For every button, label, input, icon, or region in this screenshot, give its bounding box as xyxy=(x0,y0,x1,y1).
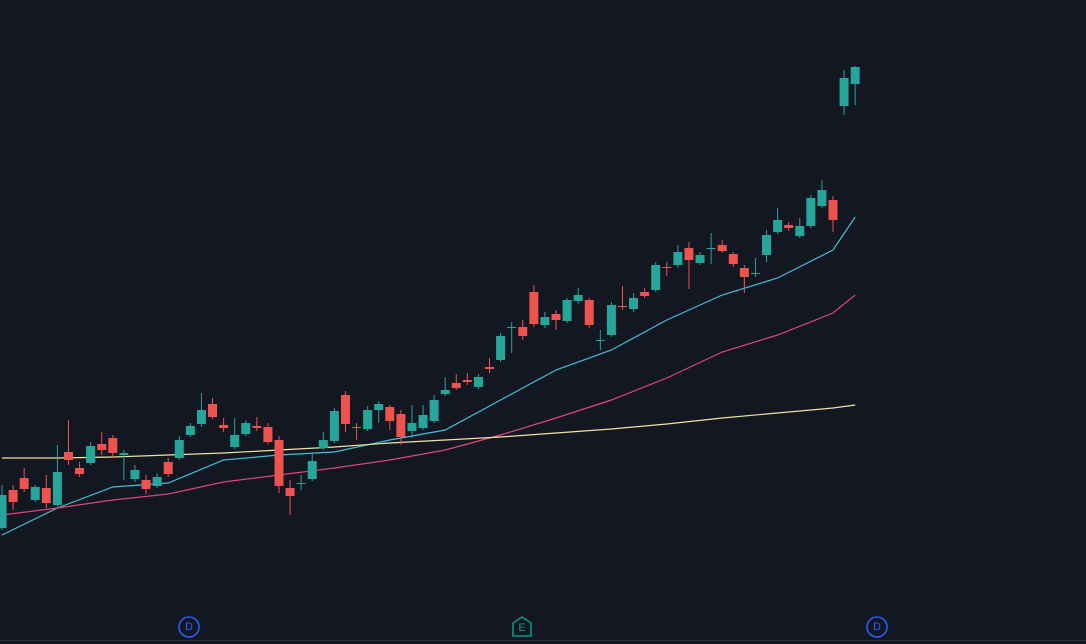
candle-body xyxy=(451,383,461,388)
candle-body xyxy=(97,444,107,450)
candle-body xyxy=(263,427,273,442)
candle-body xyxy=(739,268,749,277)
candle-body xyxy=(119,453,129,455)
candle-body xyxy=(285,488,295,496)
event-label: D xyxy=(873,621,881,633)
candle-body xyxy=(795,226,805,236)
candle-body xyxy=(440,390,450,394)
candle-body xyxy=(784,225,794,228)
candle-body xyxy=(19,478,29,489)
candle-body xyxy=(551,314,561,320)
candle-body xyxy=(363,410,373,429)
candle-body xyxy=(473,377,483,387)
candle-body xyxy=(374,404,384,410)
candle-body xyxy=(307,461,317,479)
event-marker[interactable]: D xyxy=(178,616,200,638)
candle-body xyxy=(595,340,605,341)
candle-body xyxy=(219,425,229,428)
candle-body xyxy=(318,440,328,448)
candle-body xyxy=(573,295,583,301)
candle-body xyxy=(640,292,650,296)
candle-body xyxy=(407,423,417,431)
candle-body xyxy=(75,468,85,474)
candle-body xyxy=(340,395,350,424)
candle-body xyxy=(241,423,251,434)
candle-body xyxy=(651,265,661,290)
candle-body xyxy=(706,248,716,249)
moving-average xyxy=(1,294,856,516)
candle-body xyxy=(108,438,118,453)
candle-body xyxy=(695,255,705,263)
candle-body xyxy=(63,452,73,460)
candle-body xyxy=(562,300,572,321)
candle-body xyxy=(662,267,672,268)
candle-body xyxy=(606,305,616,335)
candle-body xyxy=(750,273,760,274)
candle-body xyxy=(462,380,472,382)
candle-body xyxy=(41,488,51,503)
candle-body xyxy=(296,483,306,484)
candle-body xyxy=(839,78,849,106)
candle-body xyxy=(208,404,218,417)
candle-body xyxy=(728,254,738,264)
candle-body xyxy=(828,200,838,220)
event-label: D xyxy=(185,621,193,633)
candle-body xyxy=(496,336,506,360)
candle-body xyxy=(418,415,428,428)
candle-body xyxy=(773,220,783,232)
dividend-badge[interactable] xyxy=(866,616,888,638)
event-marker[interactable]: E xyxy=(512,616,532,637)
event-label: E xyxy=(518,622,525,634)
candle-body xyxy=(762,235,772,255)
candle-body xyxy=(274,440,284,486)
candle-body xyxy=(30,487,40,500)
plot xyxy=(0,66,860,536)
candle-body xyxy=(684,248,694,260)
candle-body xyxy=(617,306,627,307)
candle-body xyxy=(629,298,639,309)
candle-body xyxy=(396,414,406,437)
candle-body xyxy=(385,407,395,421)
candle-body xyxy=(86,446,96,463)
candle-body xyxy=(806,198,816,226)
candle-body xyxy=(163,462,173,474)
candle-body xyxy=(485,367,495,369)
candle-body xyxy=(8,490,18,502)
candle-body xyxy=(152,477,162,486)
candle-body xyxy=(850,67,860,84)
event-marker[interactable]: D xyxy=(866,616,888,638)
earnings-badge[interactable] xyxy=(512,616,532,637)
candle-body xyxy=(540,317,550,325)
candle-body xyxy=(673,252,683,265)
candle-body xyxy=(52,472,62,505)
candle-body xyxy=(352,427,362,428)
candle-body xyxy=(518,327,528,336)
candle-body xyxy=(817,190,827,206)
candle-body xyxy=(429,400,439,421)
candle-body xyxy=(230,435,240,447)
candle-body xyxy=(717,245,727,251)
candle-body xyxy=(185,426,195,435)
candle-body xyxy=(174,440,184,458)
candle-body xyxy=(329,411,339,441)
candle-body xyxy=(196,410,206,424)
candle-body xyxy=(529,292,539,324)
candle-body xyxy=(252,426,262,428)
candle-body xyxy=(0,495,7,528)
moving-average xyxy=(2,404,856,459)
candle-body xyxy=(141,480,151,489)
candle-body xyxy=(584,300,594,325)
dividend-badge[interactable] xyxy=(178,616,200,638)
candle-body xyxy=(507,327,517,328)
candle-body xyxy=(130,470,140,479)
